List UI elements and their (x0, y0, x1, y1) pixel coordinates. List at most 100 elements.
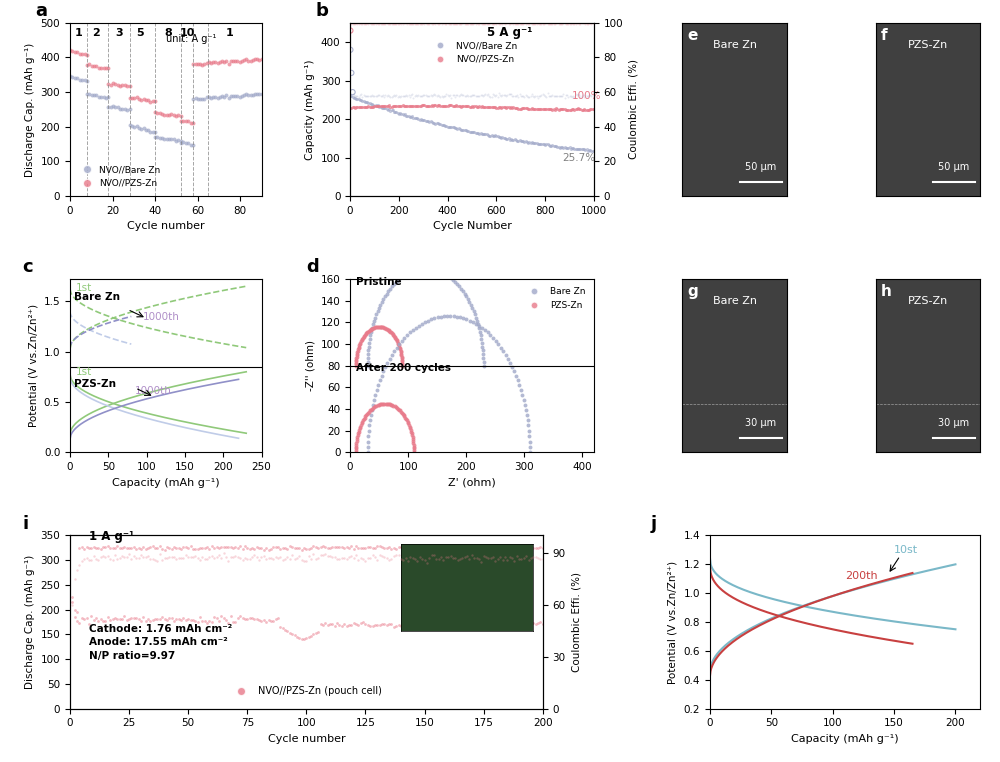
Point (538, 17, 554, 29)
Point (492, 18, 508, 30)
Point (437, 120, 453, 132)
Point (355, 543, 371, 555)
Point (351, 101, 367, 113)
Point (471, 90, 487, 102)
Point (199, 552, 215, 565)
Point (419, 618, 435, 630)
Point (374, 619, 390, 631)
Point (417, 316, 433, 328)
Point (240, 55, 256, 67)
Point (557, 91, 573, 104)
Point (491, 130, 507, 142)
Point (227, 90, 243, 102)
Point (81, 554, 97, 566)
Point (256, 614, 272, 626)
Point (88, 542, 104, 554)
Point (156, 133, 172, 146)
Point (382, 325, 398, 338)
Point (362, 333, 378, 345)
Point (518, 102, 534, 114)
Point (310, 543, 326, 555)
Point (397, 108, 413, 120)
Point (421, 541, 437, 553)
Point (194, 551, 210, 563)
Point (350, 344, 366, 357)
Point (121, 543, 137, 555)
Point (481, 130, 497, 142)
Point (359, 97, 375, 109)
Point (492, 619, 508, 631)
Point (389, 334, 405, 346)
Point (405, 18, 421, 30)
Point (455, 101, 471, 113)
Point (196, 59, 212, 71)
Point (119, 80, 135, 92)
Point (346, 91, 362, 104)
Point (159, 133, 175, 146)
Point (466, 100, 482, 112)
Point (216, 56, 232, 68)
Point (93, 543, 109, 555)
Point (434, 91, 450, 103)
Point (221, 57, 237, 69)
Point (443, 549, 459, 562)
Point (218, 55, 234, 67)
Point (474, 18, 490, 30)
Point (227, 549, 243, 562)
Point (583, 145, 599, 157)
Point (371, 101, 387, 113)
Point (360, 447, 376, 459)
Point (525, 18, 541, 30)
Point (388, 401, 404, 413)
Point (514, 90, 530, 102)
Point (562, 104, 578, 117)
Point (365, 90, 381, 102)
Point (508, 101, 524, 114)
Point (488, 18, 504, 30)
Point (457, 124, 473, 136)
Point (452, 541, 468, 553)
Point (457, 90, 473, 102)
Point (190, 552, 206, 564)
Point (348, 439, 364, 451)
Point (305, 540, 321, 552)
Point (381, 618, 397, 630)
Point (406, 439, 422, 451)
Text: 1: 1 (75, 28, 82, 38)
Point (213, 552, 229, 564)
Point (436, 90, 452, 102)
Point (457, 551, 473, 563)
Point (343, 550, 359, 562)
Point (136, 122, 152, 134)
Point (424, 18, 440, 30)
Point (251, 53, 267, 66)
Point (361, 405, 377, 418)
Point (488, 130, 504, 142)
Point (438, 18, 454, 30)
Point (210, 57, 226, 69)
Point (194, 542, 210, 554)
Point (374, 18, 390, 30)
Point (375, 322, 391, 334)
Point (324, 541, 340, 553)
Point (512, 103, 528, 115)
Point (547, 90, 563, 102)
Point (348, 618, 364, 630)
Point (367, 389, 383, 401)
Point (367, 542, 383, 554)
Point (582, 89, 598, 101)
Point (532, 138, 548, 150)
Point (480, 542, 496, 554)
Point (484, 101, 500, 114)
Point (477, 128, 493, 140)
Point (345, 91, 361, 104)
Point (382, 104, 398, 117)
Point (437, 267, 453, 280)
Point (157, 544, 173, 556)
Point (315, 619, 331, 631)
Point (476, 88, 492, 101)
Point (374, 296, 390, 308)
Point (152, 549, 168, 561)
Point (499, 17, 515, 29)
X-axis label: Z' (ohm): Z' (ohm) (448, 478, 496, 488)
